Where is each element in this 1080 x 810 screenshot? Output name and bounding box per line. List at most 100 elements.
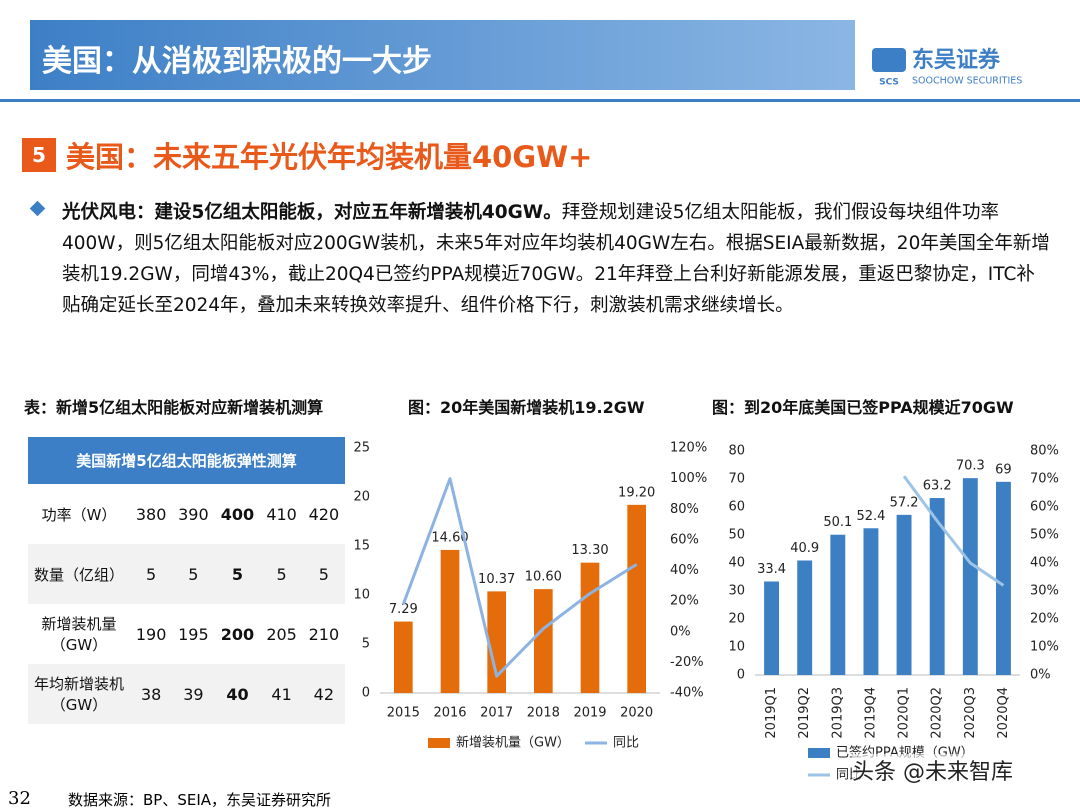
legend-swatch (808, 748, 830, 758)
y2-tick-label: 20% (1030, 612, 1059, 627)
table-cell: 38 (130, 664, 173, 724)
header-title: 美国：从消极到积极的一大步 (42, 44, 432, 79)
x-tick-label: 2020Q3 (963, 687, 978, 739)
data-label: 13.30 (571, 543, 608, 558)
bar (394, 621, 413, 693)
line (902, 475, 1005, 587)
bar (580, 562, 600, 693)
y2-tick-label: 30% (1030, 584, 1059, 599)
x-tick-label: 2019Q1 (764, 687, 779, 739)
data-label: 10.37 (478, 572, 515, 587)
logo-en: SOOCHOW SECURITIES (912, 76, 1022, 87)
x-tick-label: 2020Q1 (897, 687, 912, 739)
line (401, 477, 638, 678)
x-tick-label: 2019Q2 (797, 687, 812, 739)
table-cell: 年均新增装机（GW） (28, 664, 130, 724)
table-cell: 42 (302, 664, 345, 724)
table-cell: 功率（W） (41, 505, 117, 524)
y-tick-label: 30 (728, 584, 745, 599)
y2-tick-label: 0% (1030, 668, 1051, 683)
table-cell: 190 (135, 624, 167, 644)
y2-tick-label: 50% (1030, 528, 1059, 543)
table-row: 年均新增装机（GW） 38 39 40 41 42 (28, 664, 345, 724)
y-tick-label: 40 (728, 556, 745, 571)
logo-name: 东吴证券 (912, 47, 1001, 73)
table-cell: 210 (308, 624, 340, 644)
bar (863, 528, 879, 675)
y-tick-label: 20 (353, 490, 370, 505)
table-cell: 5 (172, 544, 215, 604)
bar (797, 560, 813, 675)
data-label: 7.29 (389, 602, 418, 617)
legend-label: 同比 (613, 736, 639, 751)
logo-mark: SCS (879, 78, 899, 88)
x-tick-label: 2019Q4 (863, 687, 878, 739)
x-tick-label: 2016 (433, 706, 466, 721)
table-cell: 数量（亿组） (28, 544, 130, 604)
legend-swatch (428, 738, 450, 748)
caption: 表：新增5亿组太阳能板对应新增装机测算 (24, 398, 324, 417)
x-tick-label: 2017 (480, 706, 513, 721)
y2-tick-label: 80% (670, 502, 699, 517)
data-label: 70.3 (956, 459, 985, 474)
bullet-bold: 光伏风电：建设5亿组太阳能板，对应五年新增装机40GW。 (62, 202, 562, 223)
data-label: 14.60 (431, 530, 468, 545)
caption: 图：20年美国新增装机19.2GW (408, 398, 645, 417)
y-tick-label: 0 (362, 686, 370, 701)
y2-tick-label: 120% (670, 441, 707, 456)
data-label: 10.60 (525, 570, 562, 585)
header-bar: 美国：从消极到积极的一大步 (30, 20, 855, 90)
logo-icon (872, 48, 906, 72)
y-tick-label: 25 (353, 441, 370, 456)
source: 数据来源：BP、SEIA，东吴证券研究所 (68, 791, 332, 809)
data-label: 52.4 (856, 509, 885, 524)
y-tick-label: 10 (728, 640, 745, 655)
y2-tick-label: -40% (670, 686, 704, 701)
bullet-body: 拜登规划建设5亿组太阳能板，我们假设每块组件功率400W，则5亿组太阳能板对应2… (62, 202, 1050, 316)
bar (962, 478, 978, 675)
table-cell: 205 (266, 624, 297, 644)
bar (764, 581, 780, 675)
data-label: 33.4 (757, 562, 786, 577)
y-tick-label: 0 (737, 668, 745, 683)
legend-label: 新增装机量（GW） (456, 735, 570, 751)
y2-tick-label: 0% (670, 624, 691, 639)
bar (830, 534, 846, 675)
y2-tick-label: 60% (1030, 500, 1059, 515)
x-tick-label: 2018 (527, 706, 560, 721)
data-label: 19.20 (618, 485, 655, 500)
section-title: 美国：未来五年光伏年均装机量40GW+ (66, 140, 593, 174)
table-row: 数量（亿组） 5 5 5 5 5 (28, 544, 345, 604)
table-cell: 380 (135, 504, 167, 524)
y-tick-label: 5 (362, 637, 370, 652)
y2-tick-label: 70% (1030, 472, 1059, 487)
table-cell: 390 (178, 504, 209, 524)
table-cell: 200 (220, 624, 255, 644)
watermark: 头条 @未来智库 (852, 754, 1013, 786)
y2-tick-label: 60% (670, 532, 699, 547)
data-label: 50.1 (823, 515, 852, 530)
table-cell: 420 (308, 504, 340, 524)
bullet-text: 光伏风电：建设5亿组太阳能板，对应五年新增装机40GW。拜登规划建设5亿组太阳能… (62, 197, 1052, 321)
table: 美国新增5亿组太阳能板弹性测算 功率（W） 380 390 400 410 420 数量（亿… (28, 437, 345, 724)
y2-tick-label: 40% (670, 563, 699, 578)
table-row: 功率（W） 380 390 400 410 420 (28, 484, 345, 544)
y-tick-label: 80 (728, 444, 745, 459)
y-tick-label: 60 (728, 500, 745, 515)
table-cell: 5 (302, 544, 345, 604)
table-cell: 41 (260, 664, 303, 724)
y2-tick-label: 40% (1030, 556, 1059, 571)
section-number: 5 (22, 138, 56, 172)
y-tick-label: 50 (728, 528, 745, 543)
data-label: 40.9 (790, 541, 819, 556)
x-tick-label: 2019Q3 (830, 687, 845, 739)
logo: SCS 东吴证券 SOOCHOW SECURITIES (872, 47, 1022, 88)
bar (440, 549, 460, 693)
table-cell: 新增装机量（GW） (41, 615, 117, 654)
y2-tick-label: 10% (1030, 640, 1059, 655)
table-cell: 5 (260, 544, 303, 604)
page-number: 32 (8, 788, 31, 809)
table-cell: 5 (214, 544, 261, 604)
y-tick-label: 10 (353, 588, 370, 603)
